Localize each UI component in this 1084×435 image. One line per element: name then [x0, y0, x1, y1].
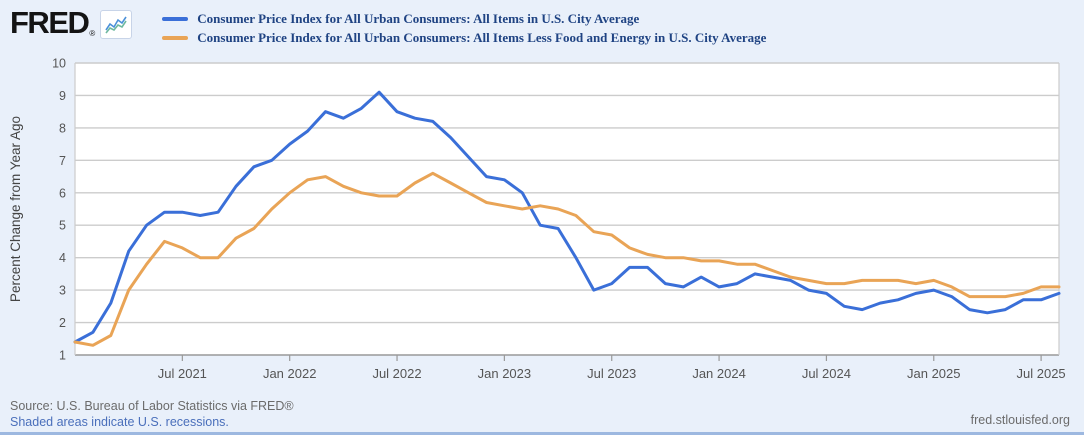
registered-mark: ®: [89, 29, 96, 38]
svg-text:6: 6: [59, 186, 66, 200]
svg-text:Jul 2021: Jul 2021: [158, 366, 207, 381]
svg-text:1: 1: [59, 349, 66, 363]
svg-text:Jul 2022: Jul 2022: [372, 366, 421, 381]
svg-text:7: 7: [59, 154, 66, 168]
fred-chart-icon: [100, 10, 133, 39]
fred-site-link[interactable]: fred.stlouisfed.org: [970, 413, 1070, 427]
legend-swatch-orange: [162, 35, 189, 40]
recession-note-link[interactable]: Shaded areas indicate U.S. recessions.: [10, 415, 229, 429]
svg-text:Jan 2025: Jan 2025: [907, 366, 961, 381]
legend-item-cpi-core[interactable]: Consumer Price Index for All Urban Consu…: [162, 30, 766, 45]
svg-text:Jul 2025: Jul 2025: [1017, 366, 1066, 381]
svg-text:Jan 2023: Jan 2023: [478, 366, 532, 381]
chart-header: FRED ® Consumer Price Index for All Urban…: [10, 5, 766, 45]
legend-label: Consumer Price Index for All Urban Consu…: [197, 30, 767, 45]
svg-text:10: 10: [52, 57, 66, 71]
svg-text:Percent Change from Year Ago: Percent Change from Year Ago: [8, 116, 23, 302]
svg-text:4: 4: [59, 251, 66, 265]
fred-logo[interactable]: FRED ®: [10, 5, 133, 40]
bottom-accent-bar: [0, 432, 1084, 435]
svg-text:2: 2: [59, 316, 66, 330]
svg-text:3: 3: [59, 284, 66, 298]
chart-legend: Consumer Price Index for All Urban Consu…: [162, 11, 766, 45]
chart-footer: Source: U.S. Bureau of Labor Statistics …: [10, 398, 1074, 430]
chart-plot-area[interactable]: 1 2 3 4 5 6 7 8 9 10 Jul 2021 Jan 2022 Jul 2022 Jan 2…: [0, 50, 1084, 395]
svg-text:Jul 2024: Jul 2024: [802, 366, 851, 381]
fred-logo-text: FRED: [10, 5, 90, 40]
legend-swatch-blue: [162, 16, 189, 21]
source-text: Source: U.S. Bureau of Labor Statistics …: [10, 399, 294, 413]
legend-item-cpi-all-items[interactable]: Consumer Price Index for All Urban Consu…: [162, 11, 766, 26]
svg-text:Jan 2022: Jan 2022: [263, 366, 317, 381]
svg-text:9: 9: [59, 89, 66, 103]
svg-text:5: 5: [59, 219, 66, 233]
legend-label: Consumer Price Index for All Urban Consu…: [197, 11, 640, 26]
svg-text:Jul 2023: Jul 2023: [587, 366, 636, 381]
svg-text:8: 8: [59, 121, 66, 135]
svg-text:Jan 2024: Jan 2024: [692, 366, 746, 381]
